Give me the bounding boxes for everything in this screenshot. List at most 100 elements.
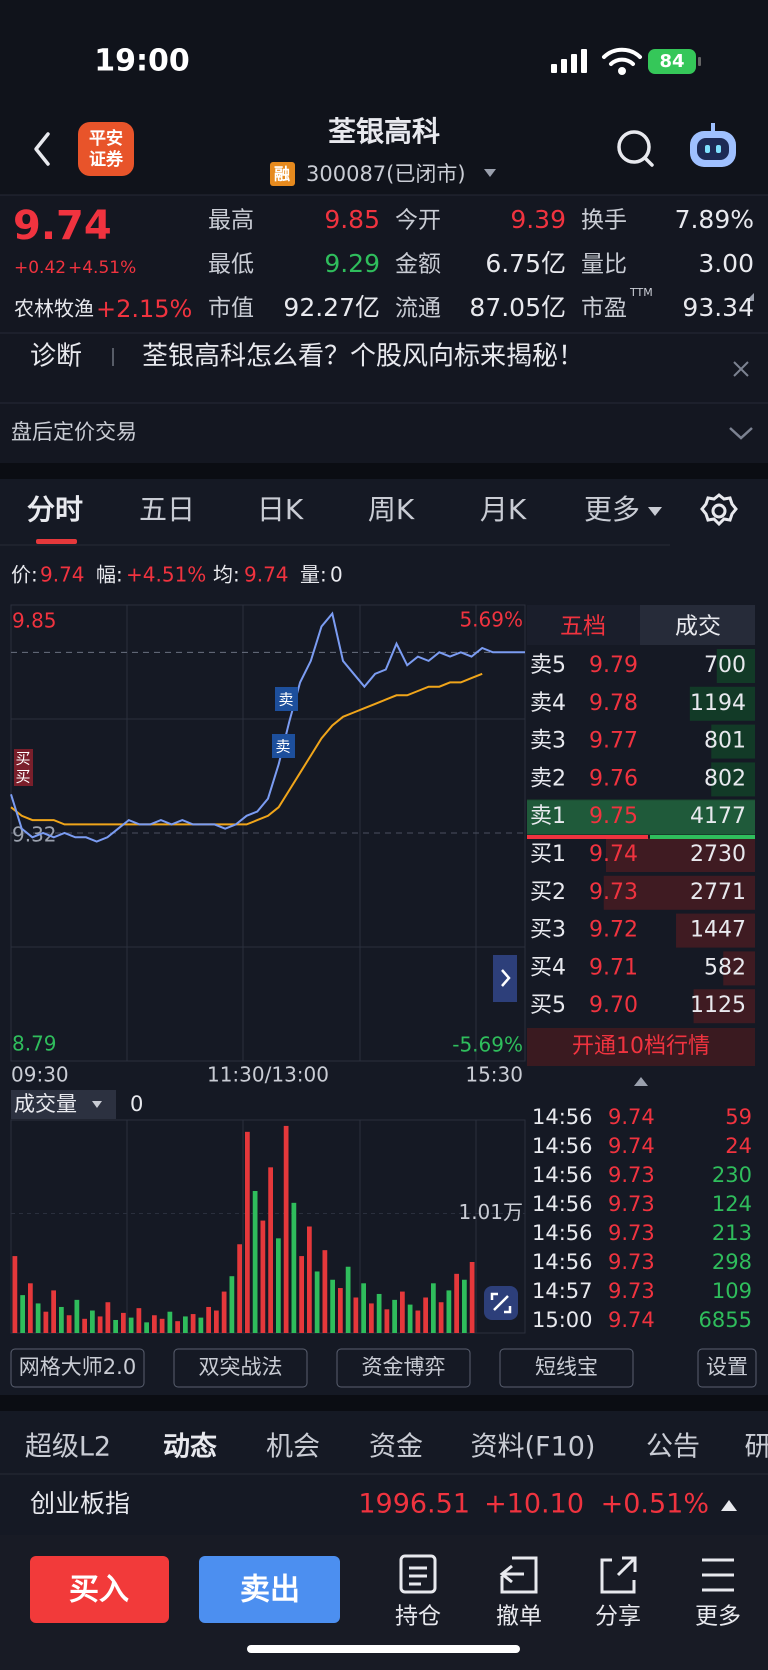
chart-tab[interactable]: 五日	[139, 493, 195, 526]
expand-arrow	[501, 969, 511, 987]
tab-panel	[0, 1411, 768, 1535]
expand-button[interactable]	[729, 427, 753, 440]
chart-tab[interactable]: 日K	[257, 493, 304, 526]
tool-button[interactable]	[10, 1348, 145, 1388]
stat-label: 流通	[395, 296, 441, 322]
back-button[interactable]	[34, 132, 50, 166]
volume-bar	[376, 1293, 382, 1333]
buy-button[interactable]	[30, 1556, 169, 1623]
info-tab[interactable]: 动态	[163, 1432, 217, 1463]
info-tab[interactable]: 机会	[266, 1432, 320, 1463]
tool-button[interactable]	[697, 1348, 757, 1388]
action-label[interactable]: 分享	[595, 1604, 641, 1630]
price-change: +0.42	[14, 258, 66, 278]
info-tab[interactable]: 资金	[369, 1432, 423, 1463]
stat-sup: TTM	[629, 286, 653, 299]
search-button[interactable]	[617, 130, 654, 167]
close-banner[interactable]	[733, 361, 749, 377]
volume-bar	[152, 1315, 157, 1333]
volume-bar	[183, 1316, 188, 1333]
after-hours-link[interactable]: 盘后定价交易	[11, 420, 137, 444]
sell-marker	[275, 687, 298, 711]
volume-bar	[400, 1291, 405, 1333]
trade-price: 9.74	[608, 1105, 655, 1129]
info-value: 9.74	[244, 563, 289, 587]
order-price: 9.72	[589, 918, 638, 943]
action-label[interactable]: 撤单	[496, 1604, 542, 1630]
fullscreen-button[interactable]	[484, 1286, 518, 1320]
trade-time: 14:56	[532, 1192, 593, 1216]
pct-label: -5.69%	[452, 1033, 523, 1057]
volume-bar	[175, 1321, 180, 1333]
order-price: 9.71	[589, 955, 638, 980]
chart-tab[interactable]: 月K	[480, 493, 527, 526]
depth-bar	[527, 800, 755, 835]
trade-volume: 59	[725, 1105, 752, 1129]
sector-name: 农林牧渔	[14, 297, 94, 321]
order-tab-active[interactable]	[527, 605, 640, 645]
order-tab-label[interactable]: 五档	[560, 614, 606, 640]
chart-tab[interactable]: 周K	[368, 493, 415, 526]
tool-label[interactable]: 设置	[706, 1355, 748, 1379]
action-label[interactable]: 持仓	[395, 1604, 441, 1630]
chart-tab[interactable]: 更多	[584, 493, 640, 526]
info-tab[interactable]: 资料(F10)	[471, 1432, 596, 1463]
more-arrow[interactable]	[648, 507, 662, 516]
order-tab[interactable]	[640, 605, 755, 645]
upgrade-text[interactable]: 开通10档行情	[572, 1034, 710, 1059]
info-tab[interactable]: 研	[745, 1432, 768, 1463]
info-value: 0	[330, 563, 343, 587]
volume-bar	[237, 1244, 242, 1333]
sell-button[interactable]	[199, 1556, 340, 1623]
order-volume: 582	[704, 955, 746, 980]
tool-label[interactable]: 资金博弈	[362, 1355, 446, 1379]
y-tick-label: 9.85	[12, 609, 57, 633]
margin-badge	[270, 162, 295, 186]
volume-bar	[113, 1319, 118, 1333]
order-level: 买5	[530, 993, 566, 1018]
order-volume: 2730	[690, 842, 746, 867]
order-volume: 802	[704, 766, 746, 791]
action-label[interactable]: 更多	[695, 1604, 741, 1630]
index-name: 创业板指	[30, 1489, 130, 1518]
tool-button[interactable]	[499, 1348, 634, 1388]
volume-label[interactable]: 成交量	[14, 1092, 77, 1116]
sell-label[interactable]: 卖出	[240, 1573, 300, 1608]
chart-tab[interactable]: 分时	[27, 493, 83, 526]
info-value: 9.74	[40, 563, 85, 587]
tool-label[interactable]: 网格大师2.0	[19, 1355, 136, 1379]
stat-label: 市盈	[581, 296, 627, 322]
index-expand[interactable]	[721, 1500, 737, 1511]
stat-value: 6.75亿	[485, 249, 566, 278]
settings-button[interactable]	[700, 493, 738, 527]
info-label: 价:	[11, 563, 38, 587]
info-tab[interactable]: 公告	[646, 1432, 700, 1463]
volume-bar	[252, 1191, 258, 1333]
buy-marker	[14, 749, 33, 786]
index-change-pct: +0.51%	[601, 1489, 709, 1520]
expand-panel-button[interactable]	[493, 955, 517, 1002]
info-tab[interactable]: 超级L2	[25, 1432, 111, 1463]
tool-button[interactable]	[173, 1348, 308, 1388]
order-price: 9.75	[589, 804, 638, 829]
buy-label[interactable]: 买入	[69, 1573, 129, 1608]
stat-label: 市值	[208, 296, 254, 322]
volume-bar	[276, 1238, 281, 1333]
tab-underline	[36, 539, 77, 544]
battery-level: 84	[659, 51, 684, 72]
upgrade-button[interactable]	[527, 1028, 755, 1066]
order-tab-label[interactable]: 成交	[675, 614, 721, 640]
banner-text[interactable]: 荃银高科怎么看？个股风向标来揭秘！	[142, 342, 584, 372]
battery-tip	[698, 57, 701, 66]
dropdown-arrow[interactable]	[484, 169, 496, 177]
trade-time: 14:57	[532, 1279, 593, 1303]
volume-bar	[51, 1290, 56, 1333]
trade-volume: 230	[712, 1163, 752, 1187]
depth-bar	[693, 989, 755, 1024]
tool-button[interactable]	[336, 1348, 471, 1388]
tool-label[interactable]: 短线宝	[535, 1355, 598, 1379]
volume-bar	[190, 1314, 196, 1333]
assistant-button[interactable]	[690, 123, 736, 167]
tool-label[interactable]: 双突战法	[199, 1355, 283, 1379]
pct-label: 5.69%	[459, 608, 523, 632]
